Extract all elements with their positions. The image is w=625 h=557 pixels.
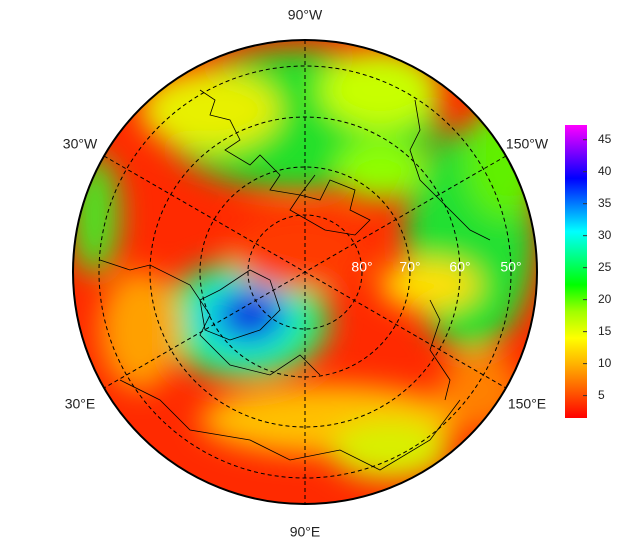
lon-label: 90°W [288, 7, 323, 23]
lon-label: 30°E [65, 396, 96, 412]
lat-label: 50° [500, 259, 521, 275]
lon-label: 90°E [290, 524, 321, 540]
coastlines [99, 89, 491, 471]
graticule [98, 40, 512, 504]
lat-label: 80° [351, 259, 372, 275]
colorbar-tick-label: 15 [598, 324, 612, 338]
colorbar-tick-label: 40 [598, 164, 612, 178]
colorbar [565, 125, 587, 418]
lat-label: 70° [399, 259, 420, 275]
colorbar-tick-label: 25 [598, 260, 612, 274]
colorbar-tick-label: 20 [598, 292, 612, 306]
colorbar-tick-label: 5 [598, 388, 605, 402]
lon-label: 30°W [63, 136, 98, 152]
field [73, 40, 537, 504]
lon-label: 150°E [508, 396, 546, 412]
colorbar-tick-label: 35 [598, 196, 612, 210]
colorbar-tick-label: 10 [598, 356, 612, 370]
map-border [72, 39, 538, 505]
lon-label: 150°W [506, 136, 549, 152]
lat-label: 60° [449, 259, 470, 275]
colorbar-tick-label: 30 [598, 228, 612, 242]
colorbar-tick-label: 45 [598, 132, 612, 146]
